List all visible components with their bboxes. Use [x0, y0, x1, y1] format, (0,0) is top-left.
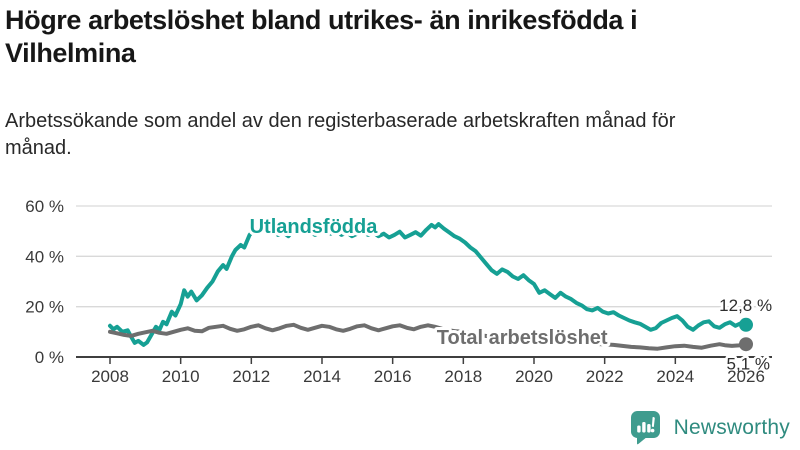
- series-line-0: [108, 222, 748, 347]
- x-tick-label: 2016: [374, 367, 412, 386]
- bar-chart-exclamation-pin-icon: [630, 411, 660, 445]
- series-line-1: [108, 322, 748, 351]
- x-tick-label: 2012: [232, 367, 270, 386]
- chart-subtitle: Arbetssökande som andel av den registerb…: [5, 110, 676, 159]
- label-total-arbetsloshet: Total arbetslöshet: [437, 327, 608, 349]
- x-tick-label: 2008: [91, 367, 129, 386]
- x-tick-label: 2010: [162, 367, 200, 386]
- y-tick-label: 60 %: [25, 197, 64, 216]
- y-tick-label: 0 %: [35, 348, 64, 367]
- x-tick-label: 2018: [444, 367, 482, 386]
- x-tick-label: 2024: [656, 367, 694, 386]
- series-end-dot-1: [739, 337, 753, 352]
- page-title: Högre arbetslöshet bland utrikes- än inr…: [5, 5, 638, 68]
- y-tick-label: 20 %: [25, 298, 64, 317]
- label-utlandsfodda: Utlandsfödda: [250, 216, 379, 238]
- end-value-utlandsfodda: 12,8 %: [719, 296, 772, 315]
- series-end-dot-0: [739, 317, 753, 332]
- x-tick-label: 2026: [727, 367, 765, 386]
- y-tick-label: 40 %: [25, 247, 64, 266]
- brand-name: Newsworthy: [673, 415, 790, 439]
- newsworthy-brand: Newsworthy: [630, 410, 790, 445]
- end-value-total: 5,1 %: [727, 355, 770, 374]
- x-tick-label: 2022: [586, 367, 624, 386]
- x-tick-label: 2020: [515, 367, 553, 386]
- x-tick-label: 2014: [303, 367, 341, 386]
